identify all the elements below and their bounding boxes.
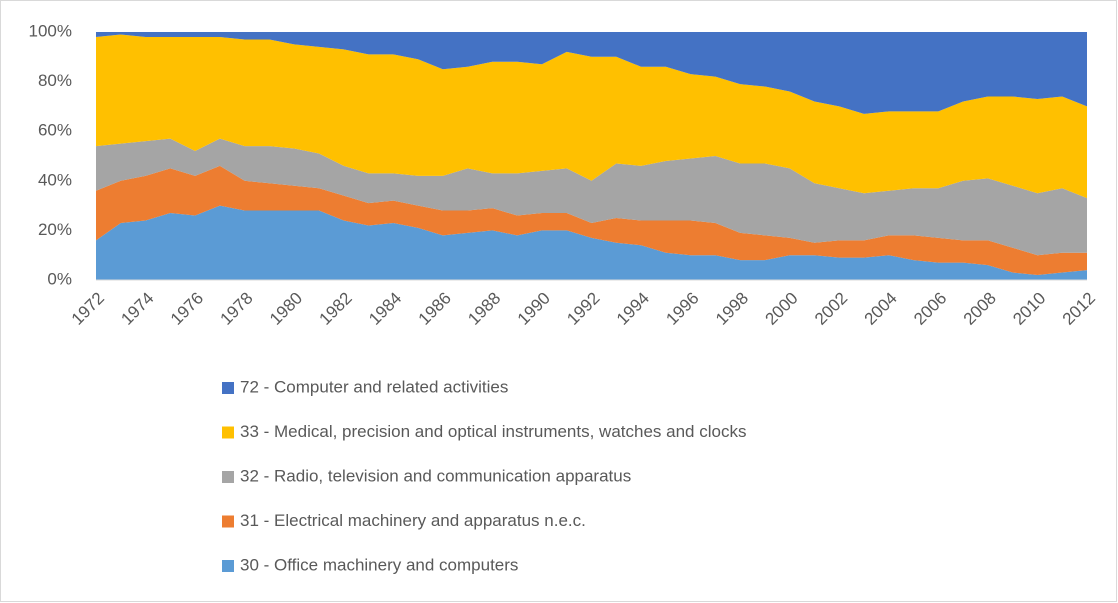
legend-label: 32 - Radio, television and communication… xyxy=(240,466,631,485)
legend-label: 72 - Computer and related activities xyxy=(240,377,508,396)
area xyxy=(96,138,1087,256)
legend-label: 30 - Office machinery and computers xyxy=(240,555,518,574)
area xyxy=(96,34,1087,199)
area xyxy=(96,205,1087,280)
legend-swatch xyxy=(222,560,234,572)
y-tick-label: 40% xyxy=(38,170,72,189)
legend-swatch xyxy=(222,471,234,483)
y-tick-label: 100% xyxy=(29,21,72,40)
y-tick-label: 60% xyxy=(38,121,72,140)
legend-swatch xyxy=(222,426,234,439)
y-tick-label: 20% xyxy=(38,220,72,239)
legend-label: 31 - Electrical machinery and apparatus … xyxy=(240,511,586,530)
y-tick-label: 0% xyxy=(47,269,72,288)
legend-swatch xyxy=(222,515,234,528)
area xyxy=(96,32,1087,114)
area xyxy=(96,165,1087,276)
legend-swatch xyxy=(222,382,234,394)
legend-label: 33 - Medical, precision and optical inst… xyxy=(240,422,746,441)
y-tick-label: 80% xyxy=(38,71,72,90)
